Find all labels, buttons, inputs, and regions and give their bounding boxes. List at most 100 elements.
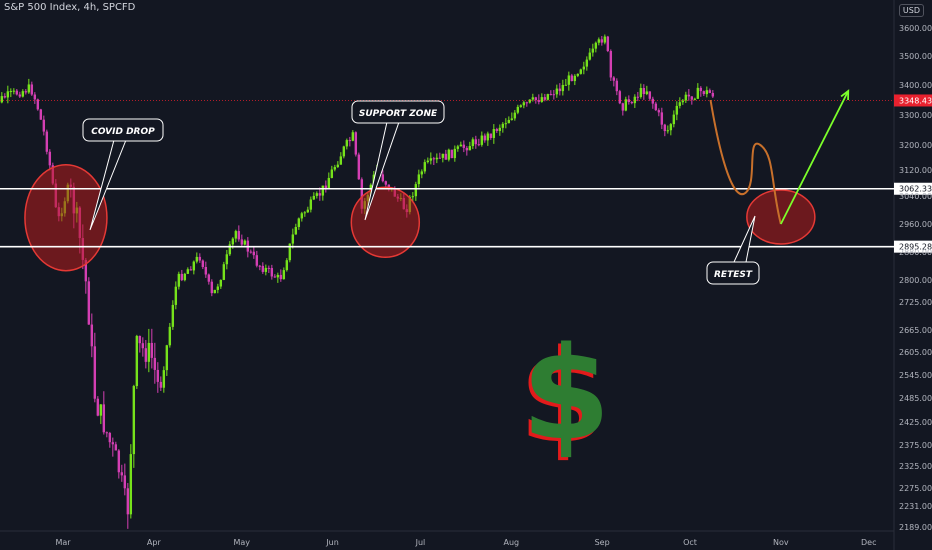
candle-body [291,234,295,244]
candle-body [177,273,181,287]
callout-label: COVID DROP [91,127,155,137]
candle-body [333,167,337,170]
candle-body [309,199,313,210]
candle-body [597,39,601,43]
candle-body [120,472,124,476]
candle-body [663,124,667,132]
candle-body [711,92,715,97]
time-tick-label: Apr [147,538,162,547]
price-axis[interactable]: 3600.00 3500.00 3400.00 3300.00 3200.00 3120.… [899,24,932,532]
currency-badge[interactable]: USD [898,4,924,17]
candle-body [459,144,463,147]
candle-body [162,370,166,388]
candle-body [582,66,586,70]
candle-body [510,118,514,120]
candle-body [183,273,187,281]
candle-body [633,96,637,104]
candle-body [471,139,475,147]
price-tick-label: 2325.00 [899,462,932,471]
candle-body [174,286,178,305]
candle-body [699,87,703,92]
candle-body [147,342,151,362]
candle-body [144,348,148,362]
highlight-zones [24,163,816,272]
candle-body [360,179,364,209]
candle-body [414,184,418,197]
candle-body [381,174,385,182]
candle-body [255,255,259,266]
candle-body [258,265,262,267]
candle-body [216,286,220,290]
candle-body [624,99,628,111]
candle-body [324,185,328,189]
time-axis[interactable]: Mar Apr May Jun Jul Aug Sep Oct Nov Dec [55,538,876,547]
candle-body [18,94,22,97]
candle-body [12,90,16,92]
time-tick-label: Aug [503,538,519,547]
price-tick-label: 2800.00 [899,276,932,285]
candle-body [93,346,97,399]
candle-body [579,69,583,74]
callout-label: RETEST [714,270,753,280]
candle-body [501,123,505,128]
candle-body [261,265,265,272]
candle-body [681,100,685,103]
candle-body [450,149,454,159]
price-tick-label: 2189.00 [899,523,932,532]
candle-body [519,105,523,107]
highlight-zone [746,189,816,245]
candle-body [351,132,355,141]
candle-body [252,251,256,256]
level-label-bg [894,240,932,253]
candle-body [483,135,487,141]
candle-body [540,97,544,102]
level-label-bg [894,182,932,195]
candle-body [570,75,574,82]
svg-text:$: $ [521,320,610,469]
horizontal-levels: 3062.33 2895.28 3348.43 [0,94,932,253]
candle-body [417,174,421,185]
candle-body [330,169,334,178]
candle-body [648,91,652,99]
candle-body [285,260,289,271]
candle-body [462,144,466,148]
candle-body [573,75,577,82]
candle-body [42,119,46,132]
candle-body [621,103,625,111]
candle-body [195,256,199,262]
candle-body [516,106,520,113]
candle-body [522,102,526,106]
price-tick-label: 3040.00 [899,192,932,201]
candle-body [186,269,190,274]
candle-body [525,102,529,104]
callout-label: SUPPORT ZONE [359,109,438,119]
price-tick-label: 2880.00 [899,248,932,257]
candle-body [465,147,469,151]
callout-box [351,100,445,124]
candle-body [339,156,343,165]
candle-body [138,335,142,344]
candle-body [690,96,694,100]
candle-body [612,77,616,81]
candle-body [336,164,340,168]
svg-text:$: $ [518,323,607,472]
candle-body [156,369,160,382]
candle-body [432,158,436,160]
projection-up-line [780,90,850,225]
level-label: 3062.33 [899,185,932,194]
time-tick-label: May [233,538,250,547]
candle-body [24,91,28,93]
time-tick-label: Jun [325,538,339,547]
candle-body [210,281,214,294]
candle-body [300,213,304,219]
candle-body [129,454,133,515]
candle-body [141,343,145,349]
candle-body [705,90,709,95]
candle-body [438,157,442,159]
candle-body [543,97,547,100]
candle-body [561,85,565,92]
candle-body [477,144,481,146]
candle-body [123,475,127,489]
time-tick-label: Dec [861,538,876,547]
